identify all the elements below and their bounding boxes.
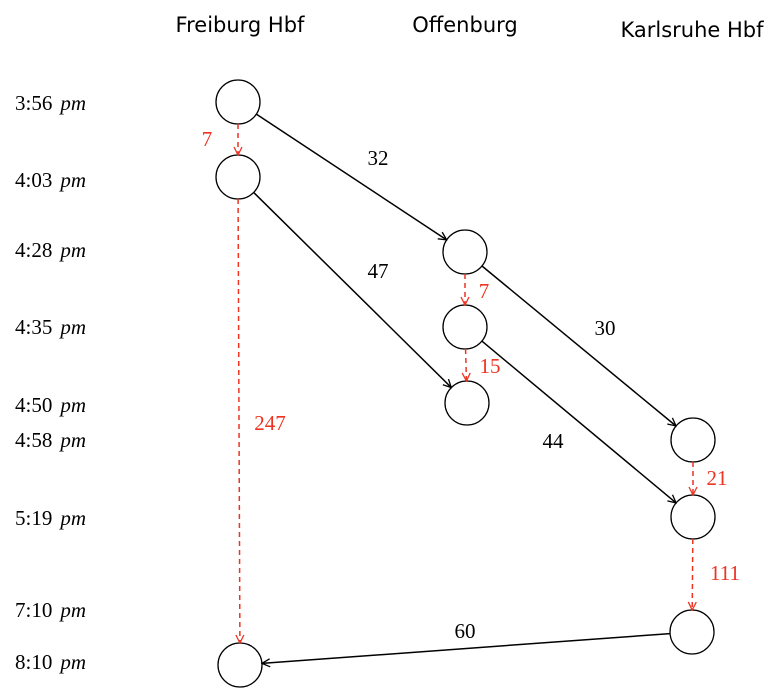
travel-edge	[481, 265, 676, 426]
edge-label: 7	[479, 279, 490, 303]
travel-edge	[255, 113, 446, 240]
time-label: 4:03 pm	[15, 168, 86, 192]
event-node	[442, 229, 488, 275]
time-label: 4:58 pm	[15, 428, 86, 452]
event-node	[215, 79, 261, 125]
event-node	[670, 417, 716, 463]
time-label: 5:19 pm	[15, 506, 86, 530]
time: 4:35	[15, 315, 52, 339]
time: 5:19	[15, 506, 52, 530]
time: 4:03	[15, 168, 52, 192]
time-unit: pm	[58, 428, 86, 452]
travel-edge	[262, 632, 671, 664]
time: 8:10	[15, 650, 52, 674]
time-unit: pm	[58, 238, 86, 262]
travel-edge	[481, 340, 676, 503]
event-node	[215, 154, 261, 200]
time-unit: pm	[58, 650, 86, 674]
edge-label: 7	[202, 127, 213, 151]
event-node	[217, 642, 263, 688]
time: 3:56	[15, 91, 52, 115]
time-label: 7:10 pm	[15, 598, 86, 622]
wait-edge	[466, 348, 467, 381]
time: 4:58	[15, 428, 52, 452]
station-header: Karlsruhe Hbf	[620, 18, 764, 42]
travel-edge	[253, 191, 452, 387]
edge-label: 30	[595, 316, 616, 340]
edge-label: 21	[707, 466, 728, 490]
time: 4:28	[15, 238, 52, 262]
edge-label: 247	[254, 411, 286, 435]
time-unit: pm	[58, 168, 86, 192]
edge-label: 111	[710, 561, 740, 585]
time-unit: pm	[58, 91, 86, 115]
time-unit: pm	[58, 393, 86, 417]
event-node	[444, 380, 490, 426]
station-header: Offenburg	[412, 13, 517, 37]
time-label: 3:56 pm	[15, 91, 86, 115]
station-header: Freiburg Hbf	[176, 13, 306, 37]
time-unit: pm	[58, 598, 86, 622]
event-node	[669, 609, 715, 655]
wait-edge	[238, 198, 240, 643]
time-label: 4:35 pm	[15, 315, 86, 339]
event-node	[442, 304, 488, 350]
edge-label: 44	[543, 429, 565, 453]
edge-label: 15	[480, 354, 501, 378]
time-unit: pm	[58, 315, 86, 339]
time-label: 8:10 pm	[15, 650, 86, 674]
edge-label: 60	[455, 619, 476, 643]
time: 7:10	[15, 598, 52, 622]
time-unit: pm	[58, 506, 86, 530]
time-label: 4:50 pm	[15, 393, 86, 417]
edge-label: 47	[368, 259, 389, 283]
time-label: 4:28 pm	[15, 238, 86, 262]
event-node	[670, 494, 716, 540]
time: 4:50	[15, 393, 52, 417]
edge-label: 32	[368, 146, 389, 170]
wait-edge	[692, 538, 693, 610]
